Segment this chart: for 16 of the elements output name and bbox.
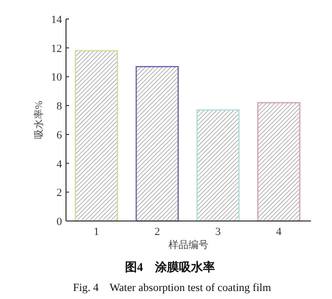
y-tick-label: 14 [51,14,62,26]
x-axis-title: 样品编号 [168,239,208,251]
x-tick-label: 1 [94,226,100,238]
y-tick-label: 12 [51,42,62,55]
y-tick-label: 4 [56,158,62,170]
x-tick-label: 4 [276,226,282,238]
text: Fig. 4 Water absorption test of coating film [73,282,272,294]
y-tick-label: 2 [56,187,62,200]
x-tick-label: 3 [215,226,222,238]
text: 图4 涂膜吸水率 [125,260,215,274]
y-tick-label: 8 [56,100,62,113]
y-axis-title: 吸水率% [33,100,45,140]
y-tick-label: 0 [56,216,62,228]
y-tick-label: 6 [56,129,62,142]
x-tick-label: 2 [154,226,160,238]
y-tick-label: 10 [51,72,62,84]
